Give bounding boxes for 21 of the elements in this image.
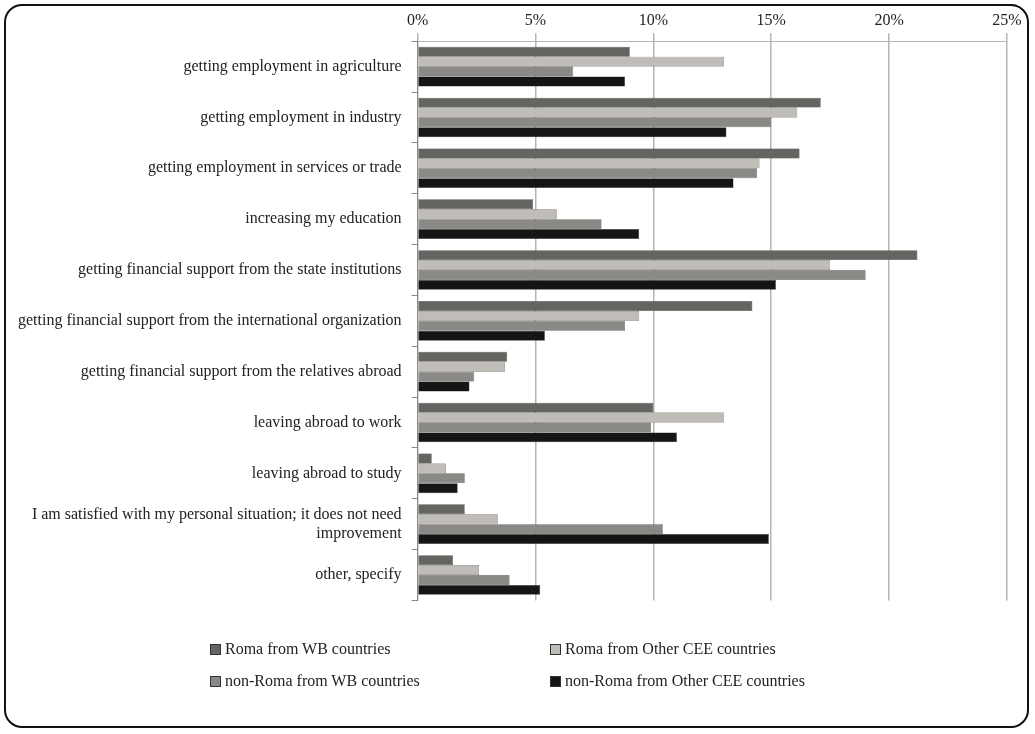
legend-label: Roma from Other CEE countries — [565, 640, 776, 658]
x-tick-label: 25% — [992, 10, 1022, 28]
y-tick-label: leaving abroad to work — [253, 412, 402, 431]
y-tick-label: I am satisfied with my personal situation; it does not need improvement — [31, 504, 403, 542]
y-tick-label: increasing my education — [245, 209, 402, 228]
y-tick-label: getting financial support from the international organization — [18, 311, 402, 329]
y-tick-label: getting financial support from the relatives abroad — [80, 361, 402, 380]
legend-label: Roma from WB countries — [225, 640, 391, 658]
x-tick-label: 10% — [638, 10, 669, 28]
x-tick-label: 20% — [874, 10, 904, 28]
y-tick-label: getting employment in agriculture — [183, 56, 402, 75]
x-tick-label: 15% — [756, 10, 786, 28]
x-tick-label: 0% — [406, 10, 429, 28]
y-tick-label: leaving abroad to study — [251, 463, 402, 482]
y-tick-label: getting employment in industry — [200, 107, 402, 126]
y-tick-label: getting employment in services or trade — [147, 158, 402, 177]
y-tick-label: other, specify — [315, 565, 402, 584]
x-tick-label: 5% — [524, 10, 547, 28]
legend-label: non-Roma from Other CEE countries — [565, 672, 805, 690]
y-tick-label: getting financial support from the state institutions — [78, 260, 402, 279]
legend-label: non-Roma from WB countries — [225, 672, 420, 690]
